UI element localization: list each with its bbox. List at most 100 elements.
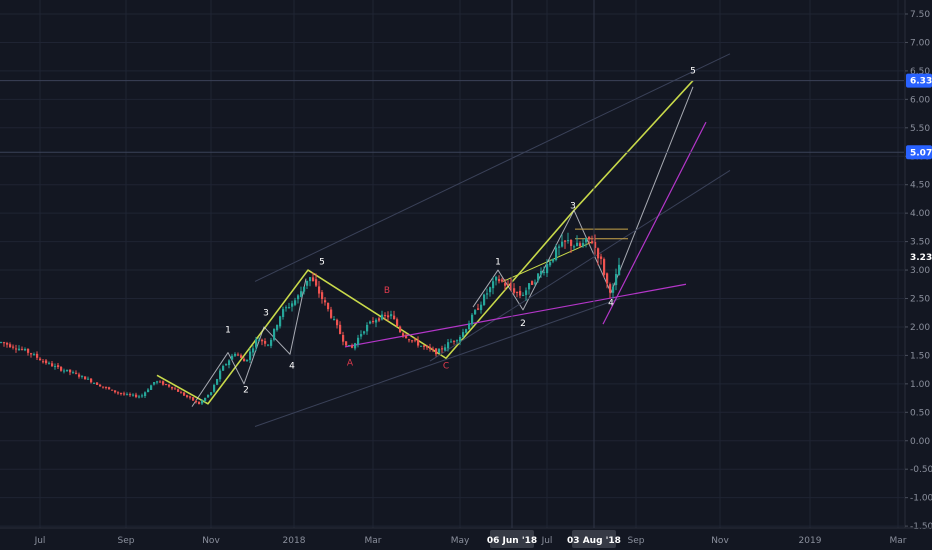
candle-down xyxy=(579,243,582,247)
candle-up xyxy=(204,397,207,401)
wave-label: 2 xyxy=(520,319,526,329)
y-tick-label: 1.50 xyxy=(910,351,930,361)
candle-up xyxy=(582,243,585,247)
candle-down xyxy=(396,319,399,327)
candle-down xyxy=(12,346,15,348)
candle-up xyxy=(207,394,210,398)
candle-down xyxy=(171,386,174,389)
channel-upper xyxy=(254,53,731,282)
y-tick-label: -1.00 xyxy=(910,494,932,504)
y-tick-label: -1.50 xyxy=(910,522,932,532)
candle-down xyxy=(69,369,72,373)
candle-up xyxy=(612,286,615,293)
price-axis[interactable]: 7.507.006.506.005.505.004.504.003.503.00… xyxy=(904,0,932,550)
candle-down xyxy=(42,361,45,363)
candle-down xyxy=(507,284,510,286)
candle-up xyxy=(381,314,384,320)
candle-down xyxy=(123,393,126,395)
x-tick-label: 2018 xyxy=(283,536,306,546)
candle-up xyxy=(363,331,366,334)
pitchfork-line xyxy=(602,121,707,325)
wave-label: C xyxy=(443,361,449,371)
wave-label: 4 xyxy=(608,298,614,308)
candle-up xyxy=(66,369,69,371)
candle-up xyxy=(300,291,303,297)
candle-up xyxy=(201,400,204,404)
candle-down xyxy=(597,248,600,259)
candle-down xyxy=(261,339,264,342)
candle-down xyxy=(435,348,438,355)
y-tick-label: 7.00 xyxy=(910,38,930,48)
candle-up xyxy=(480,304,483,311)
price-badge xyxy=(906,145,932,160)
candle-down xyxy=(45,360,48,364)
candle-up xyxy=(18,348,21,351)
candle-down xyxy=(168,384,171,387)
x-tick-label: 2019 xyxy=(799,536,822,546)
candle-down xyxy=(36,353,39,358)
candle-down xyxy=(516,291,519,293)
y-tick-label: 0.50 xyxy=(910,408,930,418)
date-badge-label: 03 Aug '18 xyxy=(567,536,621,546)
candle-down xyxy=(321,292,324,300)
x-tick-label: Jul xyxy=(541,536,553,546)
candle-down xyxy=(84,376,87,380)
candle-up xyxy=(486,293,489,295)
y-tick-label: 3.50 xyxy=(910,238,930,248)
candle-down xyxy=(405,336,408,339)
y-tick-label: 7.50 xyxy=(910,10,930,20)
candle-up xyxy=(576,242,579,247)
candle-up xyxy=(222,365,225,371)
candle-up xyxy=(333,318,336,320)
candle-up xyxy=(153,382,156,385)
candle-down xyxy=(504,283,507,286)
candle-up xyxy=(219,370,222,380)
wave-label: 3 xyxy=(263,309,269,319)
candle-down xyxy=(264,341,267,344)
candle-down xyxy=(312,277,315,282)
candle-up xyxy=(249,351,252,360)
candle-up xyxy=(456,340,459,342)
x-tick-label: May xyxy=(451,536,470,546)
wave-label: A xyxy=(347,359,354,369)
candle-down xyxy=(399,326,402,333)
wave-label: 4 xyxy=(289,361,295,371)
candle-down xyxy=(609,284,612,293)
y-tick-label: 3.00 xyxy=(910,266,930,276)
time-axis[interactable]: Jul Sep Nov 2018 Mar May Jul Sep Nov 2019 Mar xyxy=(0,527,932,546)
candle-up xyxy=(0,342,3,344)
x-tick-label: Sep xyxy=(118,536,135,546)
candle-up xyxy=(540,271,543,275)
candle-down xyxy=(120,392,123,394)
candle-up xyxy=(270,339,273,346)
candle-up xyxy=(438,348,441,354)
candle-up xyxy=(615,274,618,286)
candle-down xyxy=(477,308,480,310)
candle-up xyxy=(126,394,129,396)
price-axis-background xyxy=(905,0,932,550)
candle-up xyxy=(573,246,576,248)
candle-up xyxy=(375,319,378,323)
candle-up xyxy=(471,314,474,325)
candle-down xyxy=(78,374,81,377)
candle-down xyxy=(102,386,105,388)
candle-down xyxy=(426,346,429,348)
candle-down xyxy=(96,382,99,385)
candle-up xyxy=(255,339,258,348)
candle-down xyxy=(408,339,411,341)
candle-up xyxy=(366,324,369,332)
candle-up xyxy=(444,347,447,351)
candle-up xyxy=(54,366,57,368)
candle-down xyxy=(108,387,111,390)
y-tick-label: 2.50 xyxy=(910,295,930,305)
candle-down xyxy=(129,394,132,396)
subwave-1 xyxy=(191,278,307,407)
candle-down xyxy=(3,342,6,344)
candle-up xyxy=(141,395,144,397)
candle-up xyxy=(213,384,216,392)
candle-down xyxy=(588,236,591,240)
candle-down xyxy=(180,392,183,394)
y-tick-label: 0.00 xyxy=(910,437,930,447)
candle-down xyxy=(423,345,426,347)
